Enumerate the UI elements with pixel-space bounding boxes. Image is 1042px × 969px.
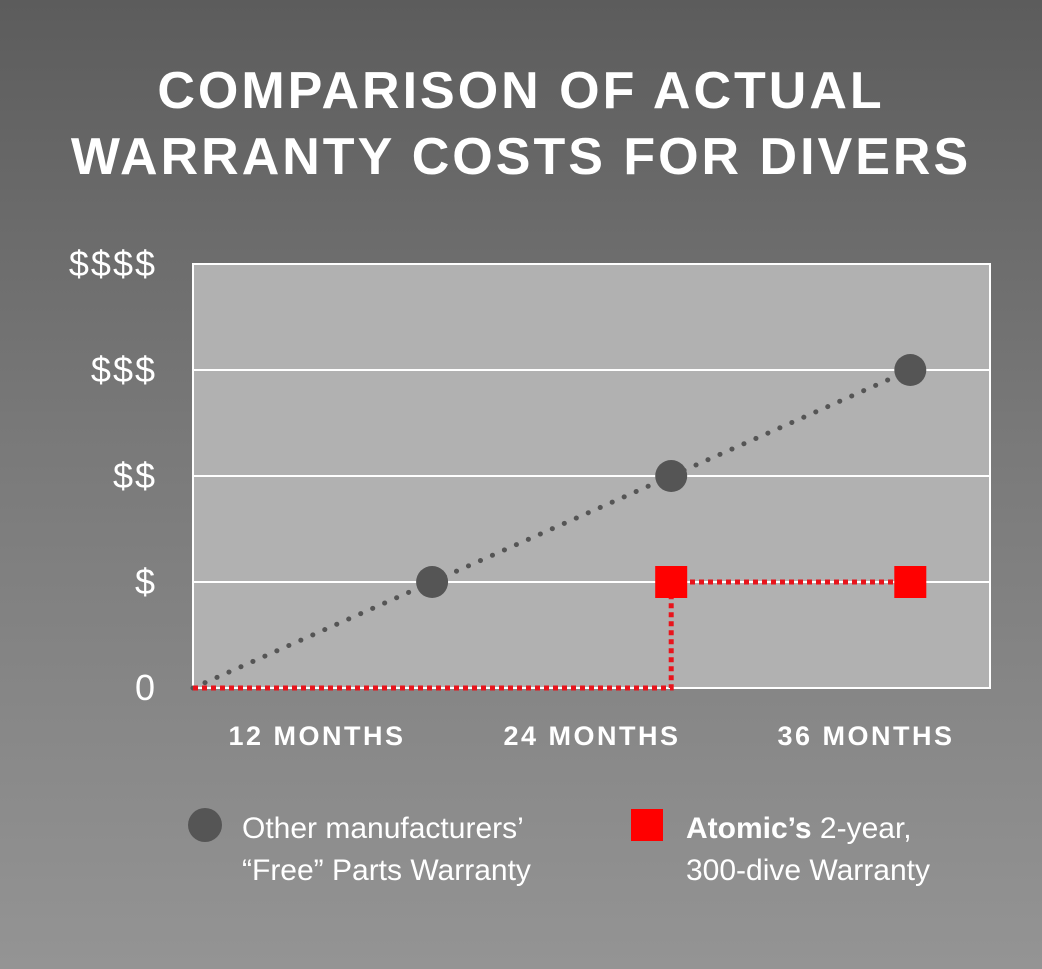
x-tick-labels: 12 MONTHS 24 MONTHS 36 MONTHS [228, 721, 954, 751]
y-tick-labels: 0$$$$$$$$$$ [69, 243, 157, 708]
data-point-atomic [894, 566, 927, 598]
chart-title-line-1: COMPARISON OF ACTUAL [157, 62, 885, 120]
legend-other-line-1: Other manufacturers’ [242, 812, 524, 845]
legend-square-marker-icon [631, 809, 663, 841]
grid-lines [193, 369, 990, 583]
x-tick-label: 24 MONTHS [503, 721, 680, 751]
y-tick-label: $$ [113, 455, 157, 496]
y-tick-label: $ [135, 561, 157, 602]
data-point-other [655, 460, 688, 492]
data-point-atomic [655, 566, 688, 598]
series-line-atomic [193, 579, 911, 691]
x-tick-label: 12 MONTHS [228, 721, 405, 751]
legend-circle-marker-icon [188, 808, 222, 842]
series-layer [190, 354, 927, 691]
legend-atomic-line-2: 300-dive Warranty [686, 854, 930, 887]
legend-atomic-line-1-rest: 2-year, [811, 812, 912, 845]
legend-other-line-2: “Free” Parts Warranty [242, 854, 531, 887]
chart-title-line-2: WARRANTY COSTS FOR DIVERS [70, 128, 972, 186]
legend-atomic-line-1: Atomic’s 2-year, [686, 808, 930, 850]
data-point-other [416, 566, 449, 598]
x-tick-label: 36 MONTHS [777, 721, 954, 751]
y-tick-label: 0 [135, 667, 157, 708]
legend-atomic: Atomic’s 2-year, 300-dive Warranty [686, 808, 930, 892]
y-tick-label: $$$$ [69, 243, 157, 284]
chart-title: COMPARISON OF ACTUAL WARRANTY COSTS FOR … [0, 58, 1042, 190]
legend-other-manufacturers: Other manufacturers’ “Free” Parts Warran… [242, 808, 531, 892]
y-tick-label: $$$ [91, 349, 157, 390]
series-line-other [190, 367, 913, 691]
legend-atomic-brand: Atomic’s [686, 812, 812, 845]
data-point-other [894, 354, 927, 386]
